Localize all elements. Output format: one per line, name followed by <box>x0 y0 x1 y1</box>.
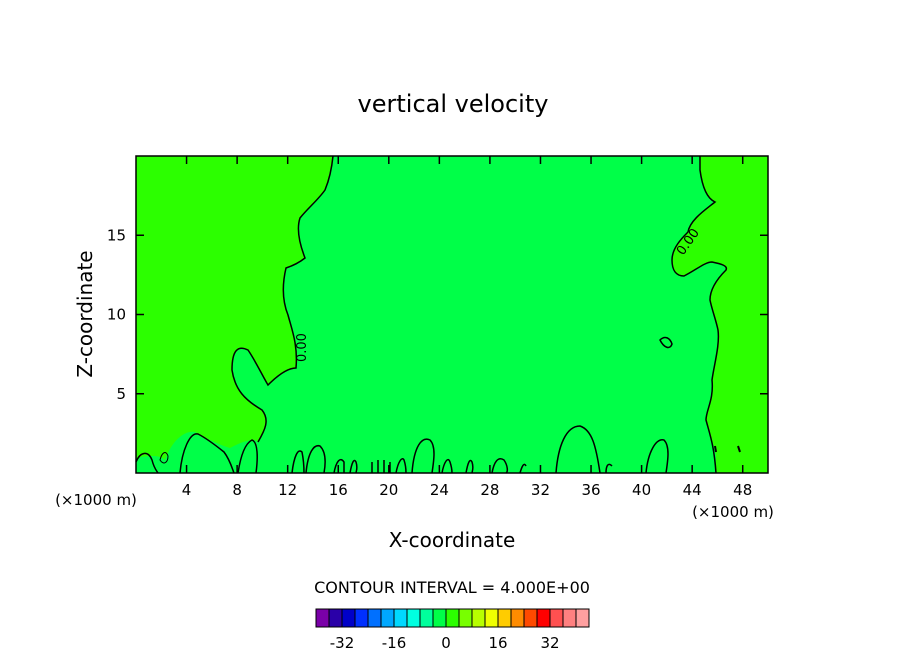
colorbar-swatch <box>523 608 538 628</box>
colorbar-swatch <box>484 608 499 628</box>
colorbar-swatch <box>419 608 434 628</box>
x-tick-label: 44 <box>683 481 702 499</box>
colorbar-swatch <box>432 608 447 628</box>
x-tick-label: 8 <box>232 481 242 499</box>
y-tick-label: 15 <box>107 226 126 244</box>
contour-label-left: 0.00 <box>295 333 310 362</box>
colorbar <box>315 608 590 628</box>
x-tick-label: 20 <box>379 481 398 499</box>
contour-small-right-1 <box>714 445 717 453</box>
chart-title: vertical velocity <box>358 90 549 118</box>
colorbar-swatch <box>445 608 460 628</box>
contour-lines <box>135 155 741 474</box>
field-zero-region <box>136 156 727 473</box>
x-tick-label: 4 <box>182 481 192 499</box>
colorbar-labels: -32 -16 0 16 32 <box>330 634 560 652</box>
y-tick-label: 5 <box>116 385 126 403</box>
colorbar-swatch <box>497 608 512 628</box>
x-tick-label: 24 <box>430 481 449 499</box>
colorbar-swatch <box>471 608 486 628</box>
contour-ground-bumps <box>135 425 669 474</box>
colorbar-tick-label: 16 <box>488 634 507 652</box>
x-tick-label: 36 <box>581 481 600 499</box>
x-tick-label: 16 <box>329 481 348 499</box>
y-axis-label: Z-coordinate <box>73 250 97 377</box>
colorbar-swatch <box>328 608 343 628</box>
x-tick-label: 40 <box>632 481 651 499</box>
colorbar-swatch <box>406 608 421 628</box>
contour-closed-right-small <box>659 336 673 349</box>
x-tick-label: 32 <box>531 481 550 499</box>
x-tick-label: 12 <box>278 481 297 499</box>
colorbar-swatch <box>549 608 564 628</box>
colorbar-swatch <box>510 608 525 628</box>
contour-small-right-2 <box>737 445 741 453</box>
x-tick-label: 28 <box>480 481 499 499</box>
colorbar-swatch <box>562 608 577 628</box>
colorbar-tick-label: -32 <box>330 634 355 652</box>
contour-small-left <box>159 452 169 464</box>
colorbar-swatch <box>367 608 382 628</box>
colorbar-swatch <box>341 608 356 628</box>
x-unit-note-right: (×1000 m) <box>692 503 774 521</box>
plot-area <box>136 156 768 473</box>
colorbar-swatch <box>393 608 408 628</box>
colorbar-swatch <box>536 608 551 628</box>
colorbar-swatch <box>575 608 590 628</box>
contour-interval-text: CONTOUR INTERVAL = 4.000E+00 <box>314 578 590 597</box>
y-tick-label: 10 <box>107 306 126 324</box>
y-ticks: 5 10 15 <box>107 226 768 403</box>
colorbar-tick-label: -16 <box>382 634 407 652</box>
colorbar-swatch <box>315 608 330 628</box>
x-tick-label: 48 <box>733 481 752 499</box>
x-ticks: 4 8 12 16 20 24 28 32 36 40 44 48 <box>182 156 752 499</box>
colorbar-swatch <box>458 608 473 628</box>
x-axis-label: X-coordinate <box>389 528 516 552</box>
colorbar-swatch <box>354 608 369 628</box>
colorbar-swatch <box>380 608 395 628</box>
contour-line-right <box>671 156 728 474</box>
contour-line-left <box>231 155 334 443</box>
colorbar-tick-label: 32 <box>540 634 559 652</box>
x-unit-note-left: (×1000 m) <box>55 491 137 509</box>
colorbar-tick-label: 0 <box>441 634 451 652</box>
